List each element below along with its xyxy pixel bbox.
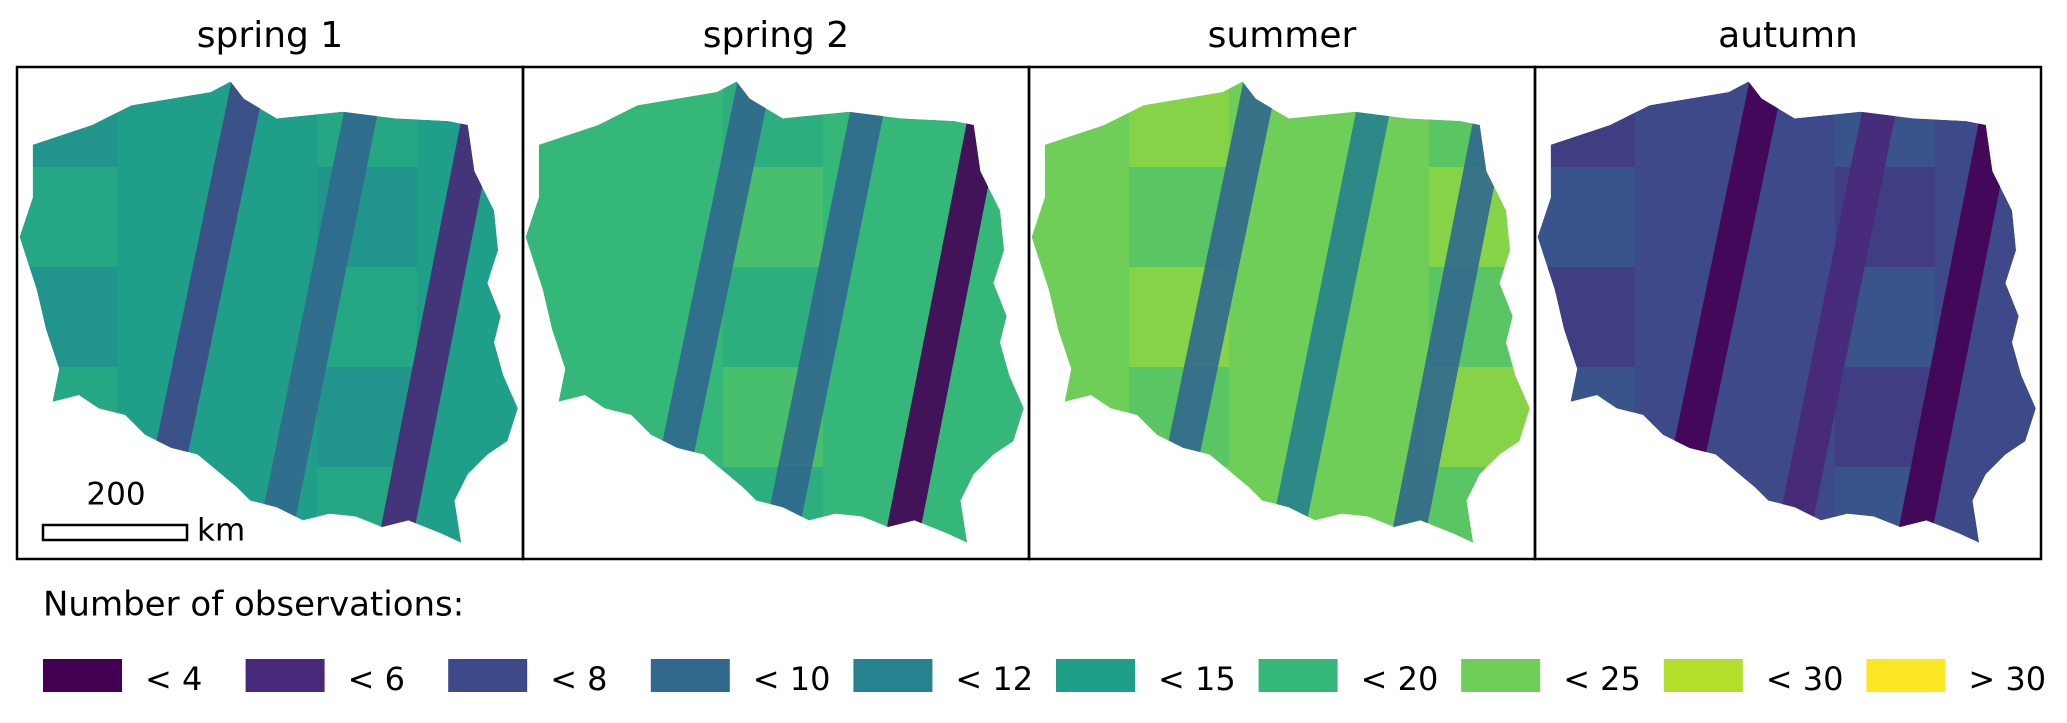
- tile: [19, 81, 117, 167]
- swath: [1896, 81, 2024, 542]
- legend-label: > 30: [1968, 660, 2046, 698]
- legend-label: < 4: [145, 660, 202, 698]
- legend-swatch: [245, 659, 325, 692]
- tile: [1129, 81, 1229, 167]
- swath: [256, 81, 388, 542]
- swath: [884, 81, 1012, 542]
- legend-swatch: [853, 659, 933, 692]
- scale-unit: km: [197, 513, 245, 549]
- tile: [19, 367, 117, 467]
- country: [1537, 81, 2036, 543]
- country: [525, 81, 1024, 543]
- legend-label: < 8: [550, 660, 607, 698]
- tile: [1429, 467, 1529, 543]
- swath: [1653, 81, 1787, 542]
- legend-swatch: [448, 659, 528, 692]
- legend-swatch: [1866, 659, 1946, 692]
- map: [1031, 81, 1530, 543]
- swath: [1147, 81, 1281, 542]
- tile: [1129, 467, 1229, 543]
- swath: [378, 81, 506, 542]
- map: [525, 81, 1024, 543]
- tile: [1537, 81, 1635, 167]
- tile: [1537, 167, 1635, 267]
- scale-value: 200: [86, 477, 145, 513]
- legend-label: < 6: [348, 660, 405, 698]
- legend-swatch: [1663, 659, 1743, 692]
- swath: [1774, 81, 1906, 542]
- swath: [1390, 81, 1518, 542]
- tile: [19, 267, 117, 367]
- legend-label: < 20: [1361, 660, 1439, 698]
- tile: [19, 167, 117, 267]
- map: [19, 81, 518, 543]
- panel-title: spring 1: [197, 15, 343, 56]
- legend-swatch: [650, 659, 730, 692]
- panel-title: summer: [1208, 15, 1357, 56]
- panel-frame: [1533, 65, 2043, 561]
- panel-title: spring 2: [703, 15, 849, 56]
- swath: [1268, 81, 1400, 542]
- tile: [1537, 367, 1635, 467]
- legend-label: < 12: [955, 660, 1033, 698]
- panel-title: autumn: [1718, 15, 1858, 56]
- swath: [135, 81, 269, 542]
- swath: [762, 81, 894, 542]
- legend-swatch: [1258, 659, 1338, 692]
- legend-label: < 15: [1158, 660, 1236, 698]
- map: [1537, 81, 2036, 543]
- legend-title: Number of observations:: [43, 585, 464, 625]
- legend-swatch: [1056, 659, 1135, 692]
- swath: [641, 81, 775, 542]
- legend-label: < 30: [1766, 660, 1844, 698]
- country: [19, 81, 518, 543]
- legend-swatch: [1461, 659, 1541, 692]
- legend-label: < 25: [1563, 660, 1641, 698]
- legend-label: < 10: [753, 660, 831, 698]
- tile: [1537, 267, 1635, 367]
- country: [1031, 81, 1530, 543]
- tile: [1537, 467, 1635, 543]
- scale-bar: [41, 523, 189, 542]
- legend-swatch: [43, 659, 122, 692]
